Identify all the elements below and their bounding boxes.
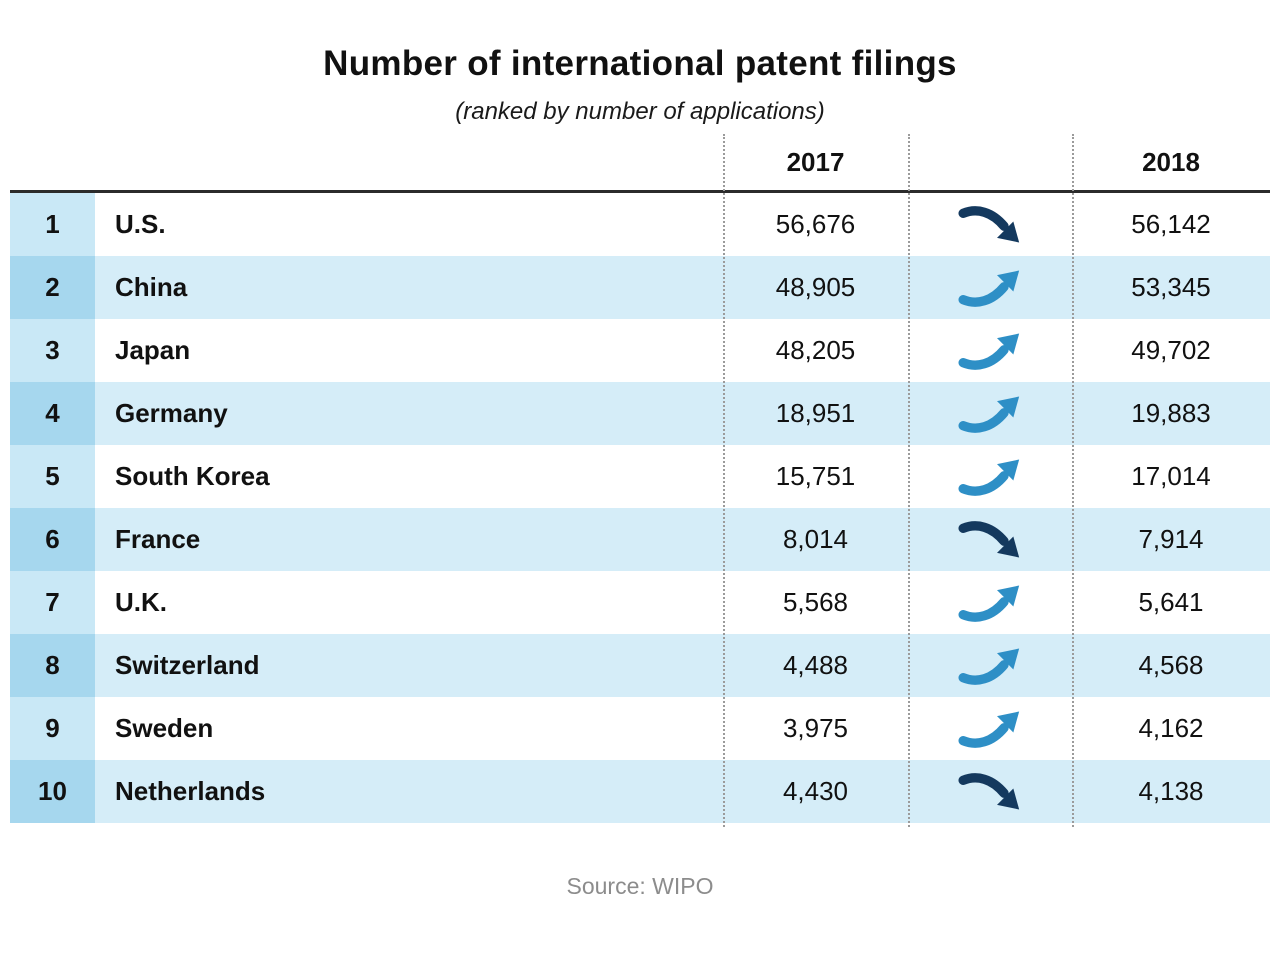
column-header-2017: 2017 — [786, 146, 845, 177]
country-cell: South Korea — [115, 461, 270, 491]
rank-cell: 3 — [10, 319, 95, 382]
table-header-row: 2017 2018 — [10, 134, 1270, 190]
value-2017-cell: 5,568 — [782, 587, 849, 617]
country-cell: France — [115, 524, 201, 554]
source-credit: Source: WIPO — [566, 873, 714, 899]
table-row: 9 Sweden 3,975 4,162 — [10, 697, 1270, 760]
value-2017-cell: 56,676 — [775, 209, 856, 239]
rank-cell: 6 — [10, 508, 95, 571]
rank-cell: 1 — [10, 193, 95, 256]
value-2018-cell: 53,345 — [1131, 272, 1211, 302]
table-row: 6 France 8,014 7,914 — [10, 508, 1270, 571]
rank-header-cell — [10, 134, 95, 190]
value-2018-cell: 4,138 — [1138, 776, 1204, 806]
value-2018-cell: 17,014 — [1131, 461, 1211, 491]
rankings-table: 2017 2018 1 U.S. 56,676 56,142 2 China 48,905 5… — [10, 134, 1270, 827]
value-2017-cell: 18,951 — [775, 398, 856, 428]
country-cell: Germany — [115, 398, 228, 428]
table-row: 10 Netherlands 4,430 4,138 — [10, 760, 1270, 823]
table-row: 5 South Korea 15,751 17,014 — [10, 445, 1270, 508]
trend-up-icon — [908, 382, 1072, 445]
value-2018-cell: 49,702 — [1131, 335, 1211, 365]
trend-down-icon — [908, 760, 1072, 823]
value-2018-cell: 4,568 — [1138, 650, 1204, 680]
page-title: Number of international patent filings — [323, 44, 957, 83]
rank-cell: 7 — [10, 571, 95, 634]
value-2017-cell: 48,905 — [775, 272, 856, 302]
trend-header-cell — [908, 134, 1072, 190]
country-cell: Japan — [115, 335, 191, 365]
page-subtitle: (ranked by number of applications) — [455, 98, 825, 125]
trend-up-icon — [908, 445, 1072, 508]
country-cell: U.S. — [115, 209, 166, 239]
value-2018-cell: 7,914 — [1138, 524, 1204, 554]
country-cell: U.K. — [115, 587, 167, 617]
table-row: 3 Japan 48,205 49,702 — [10, 319, 1270, 382]
rank-cell: 2 — [10, 256, 95, 319]
value-2017-cell: 48,205 — [775, 335, 856, 365]
rank-cell: 8 — [10, 634, 95, 697]
trend-down-icon — [908, 508, 1072, 571]
value-2017-cell: 3,975 — [782, 713, 849, 743]
table-row: 2 China 48,905 53,345 — [10, 256, 1270, 319]
trend-up-icon — [908, 319, 1072, 382]
value-2018-cell: 5,641 — [1138, 587, 1204, 617]
rank-cell: 5 — [10, 445, 95, 508]
country-cell: Netherlands — [115, 776, 266, 806]
country-cell: Switzerland — [115, 650, 260, 680]
table-row: 1 U.S. 56,676 56,142 — [10, 193, 1270, 256]
rank-cell: 9 — [10, 697, 95, 760]
value-2018-cell: 56,142 — [1131, 209, 1211, 239]
trend-up-icon — [908, 697, 1072, 760]
table-row: 4 Germany 18,951 19,883 — [10, 382, 1270, 445]
trend-up-icon — [908, 571, 1072, 634]
country-header-cell — [95, 134, 723, 190]
value-2017-cell: 4,488 — [782, 650, 849, 680]
value-2017-cell: 4,430 — [782, 776, 849, 806]
country-cell: China — [115, 272, 188, 302]
patent-filings-infographic: Number of international patent filings (… — [10, 44, 1270, 899]
table-body: 1 U.S. 56,676 56,142 2 China 48,905 53,345 3 Japa… — [10, 190, 1270, 823]
rank-cell: 10 — [10, 760, 95, 823]
value-2017-cell: 15,751 — [775, 461, 856, 491]
trend-down-icon — [908, 193, 1072, 256]
value-2018-cell: 19,883 — [1131, 398, 1211, 428]
country-cell: Sweden — [115, 713, 214, 743]
rank-cell: 4 — [10, 382, 95, 445]
table-row: 7 U.K. 5,568 5,641 — [10, 571, 1270, 634]
trend-up-icon — [908, 634, 1072, 697]
table-row: 8 Switzerland 4,488 4,568 — [10, 634, 1270, 697]
column-header-2018: 2018 — [1142, 146, 1200, 177]
value-2017-cell: 8,014 — [782, 524, 849, 554]
value-2018-cell: 4,162 — [1138, 713, 1204, 743]
trend-up-icon — [908, 256, 1072, 319]
